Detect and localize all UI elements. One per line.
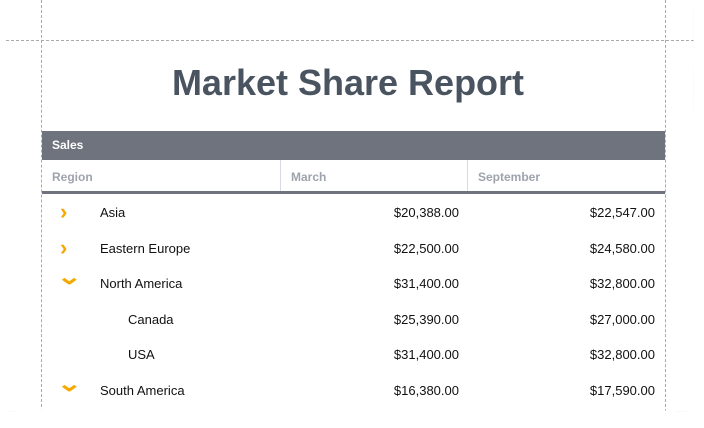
september-cell: $24,580.00 — [589, 240, 655, 256]
table-row: ⌄ North America $31,400.00 $32,800.00 — [42, 266, 665, 301]
region-cell: South America — [100, 382, 185, 398]
column-header-march: March — [281, 160, 468, 191]
chevron-right-icon[interactable]: › — [60, 234, 68, 260]
column-header-region: Region — [42, 160, 281, 191]
table-row: USA $31,400.00 $32,800.00 — [42, 337, 665, 372]
region-cell: USA — [128, 347, 155, 362]
table-row: ⌄ South America $16,380.00 $17,590.00 — [42, 370, 665, 408]
march-cell: $31,400.00 — [393, 276, 459, 291]
chevron-down-icon[interactable]: ⌄ — [56, 264, 83, 289]
chevron-right-icon[interactable]: › — [60, 199, 68, 224]
sales-band: Sales — [42, 131, 665, 160]
september-cell: $22,547.00 — [589, 205, 655, 220]
march-cell: $20,388.00 — [393, 205, 459, 220]
table-row: › Eastern Europe $22,500.00 $24,580.00 — [42, 231, 665, 266]
table-row: › Asia $20,388.00 $22,547.00 — [42, 195, 665, 230]
march-cell: $31,400.00 — [393, 347, 459, 362]
september-cell: $17,590.00 — [589, 382, 655, 398]
september-cell: $32,800.00 — [589, 276, 655, 291]
report-title: Market Share Report — [171, 62, 525, 103]
margin-guide — [6, 40, 694, 41]
region-cell: Asia — [100, 205, 126, 220]
table-row: Canada $25,390.00 $27,000.00 — [42, 302, 665, 337]
chevron-down-icon[interactable]: ⌄ — [56, 370, 83, 396]
september-cell: $27,000.00 — [589, 311, 655, 327]
march-cell: $25,390.00 — [393, 311, 459, 327]
column-header-row: Region March September — [42, 160, 665, 194]
region-cell: Canada — [128, 311, 174, 327]
report-page — [6, 0, 694, 412]
column-header-september: September — [478, 170, 541, 184]
march-cell: $16,380.00 — [393, 382, 459, 398]
region-cell: North America — [100, 276, 183, 291]
margin-guide — [41, 0, 42, 412]
march-cell: $22,500.00 — [393, 240, 459, 256]
region-cell: Eastern Europe — [100, 240, 191, 256]
september-cell: $32,800.00 — [589, 347, 655, 362]
margin-guide — [665, 0, 666, 412]
